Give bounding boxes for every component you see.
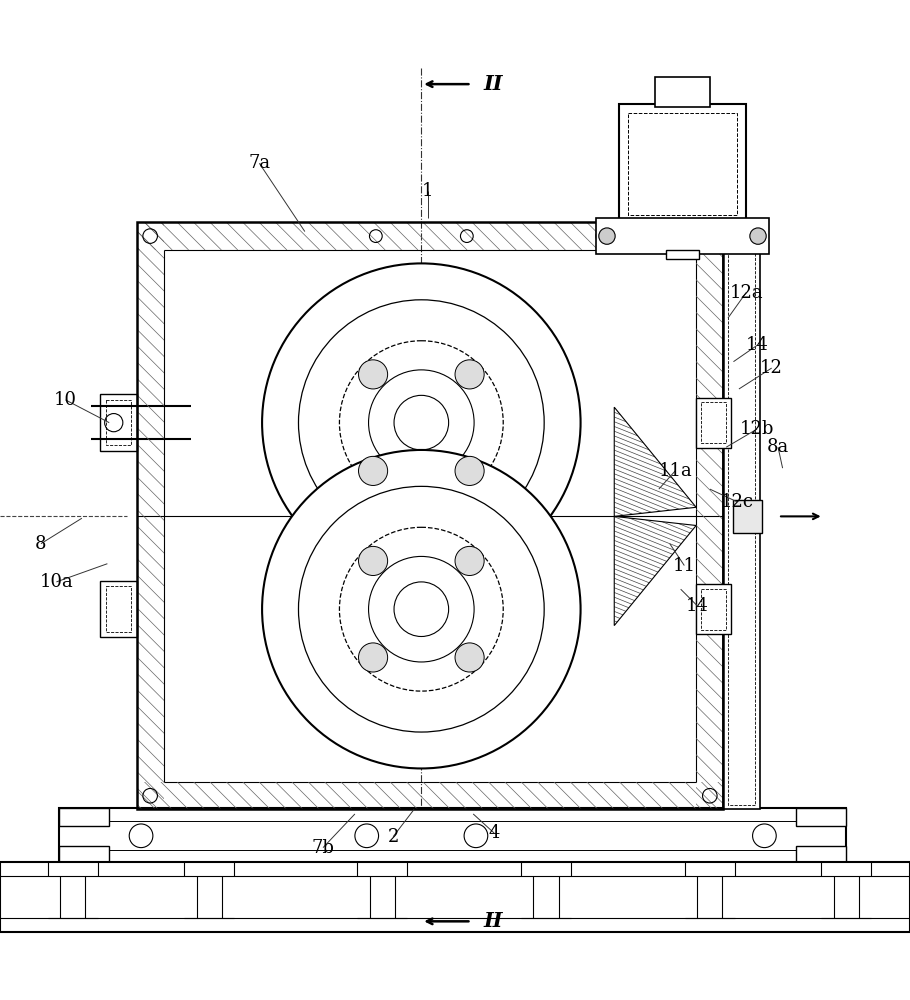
Circle shape bbox=[753, 824, 776, 848]
Text: 7b: 7b bbox=[311, 839, 335, 857]
Bar bbox=[696, 584, 731, 634]
Text: 12c: 12c bbox=[721, 493, 753, 511]
Text: 12a: 12a bbox=[730, 284, 763, 302]
Circle shape bbox=[455, 360, 484, 389]
Bar bbox=[136, 222, 723, 809]
Circle shape bbox=[464, 824, 488, 848]
Bar bbox=[0, 862, 910, 932]
Bar bbox=[59, 846, 109, 864]
Bar bbox=[619, 104, 746, 222]
Bar bbox=[59, 808, 109, 826]
Bar bbox=[733, 500, 762, 533]
Bar bbox=[136, 222, 723, 809]
Circle shape bbox=[262, 263, 581, 582]
Circle shape bbox=[359, 456, 388, 485]
Circle shape bbox=[262, 450, 581, 768]
Text: II: II bbox=[483, 911, 502, 931]
Bar bbox=[596, 218, 769, 254]
Circle shape bbox=[394, 582, 449, 637]
Circle shape bbox=[734, 693, 749, 707]
Text: 1: 1 bbox=[422, 182, 433, 200]
Text: 10a: 10a bbox=[39, 573, 74, 591]
Bar bbox=[696, 398, 731, 448]
Bar bbox=[100, 581, 136, 637]
Text: 2: 2 bbox=[388, 828, 399, 846]
Text: 11a: 11a bbox=[658, 462, 693, 480]
Bar bbox=[796, 808, 846, 826]
Bar bbox=[673, 222, 692, 254]
Text: 14: 14 bbox=[745, 336, 769, 354]
Bar bbox=[628, 113, 737, 215]
Text: 12: 12 bbox=[760, 359, 784, 377]
Bar bbox=[728, 227, 755, 805]
Bar bbox=[701, 589, 726, 630]
Text: 4: 4 bbox=[489, 824, 500, 842]
Circle shape bbox=[359, 546, 388, 575]
Bar bbox=[701, 402, 726, 443]
Circle shape bbox=[734, 261, 749, 275]
Circle shape bbox=[394, 395, 449, 450]
Circle shape bbox=[750, 228, 766, 244]
Text: 8: 8 bbox=[35, 535, 46, 553]
Bar bbox=[106, 586, 131, 632]
Circle shape bbox=[599, 228, 615, 244]
Circle shape bbox=[359, 360, 388, 389]
Bar bbox=[796, 846, 846, 864]
Circle shape bbox=[355, 824, 379, 848]
Text: 7a: 7a bbox=[248, 154, 270, 172]
Text: 14: 14 bbox=[685, 597, 709, 615]
Bar bbox=[59, 808, 846, 864]
Circle shape bbox=[596, 227, 614, 245]
Bar bbox=[655, 77, 710, 107]
Circle shape bbox=[359, 643, 388, 672]
Bar bbox=[666, 250, 699, 259]
Circle shape bbox=[734, 324, 749, 339]
Text: II: II bbox=[483, 74, 502, 94]
Circle shape bbox=[455, 456, 484, 485]
Bar bbox=[100, 394, 136, 451]
Circle shape bbox=[129, 824, 153, 848]
Text: 10: 10 bbox=[54, 391, 77, 409]
Bar bbox=[723, 222, 760, 809]
Circle shape bbox=[455, 546, 484, 575]
Text: 12b: 12b bbox=[740, 420, 774, 438]
Bar bbox=[106, 400, 131, 445]
Circle shape bbox=[455, 643, 484, 672]
Text: 11: 11 bbox=[672, 557, 696, 575]
Text: 8a: 8a bbox=[767, 438, 789, 456]
Circle shape bbox=[734, 757, 749, 771]
